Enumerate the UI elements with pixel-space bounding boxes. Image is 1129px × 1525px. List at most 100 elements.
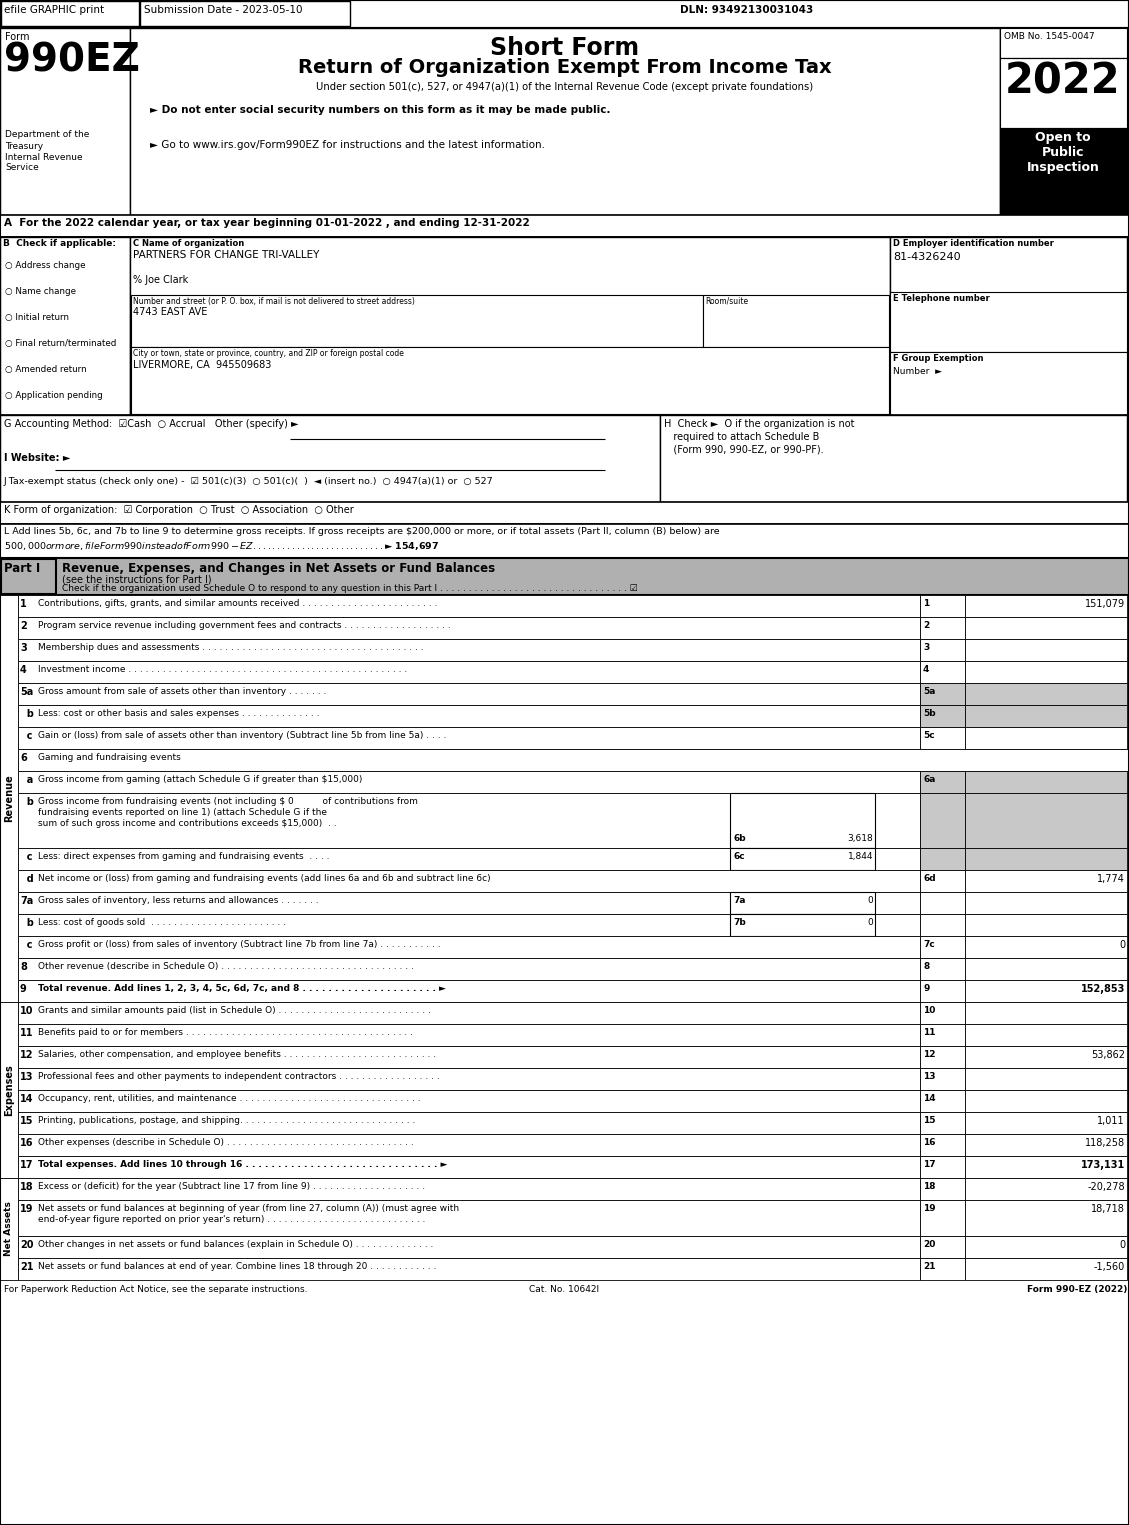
Text: 20: 20 [20,1240,34,1250]
Bar [965,892,1127,913]
Text: Net assets or fund balances at end of year. Combine lines 18 through 20 . . . . : Net assets or fund balances at end of ye… [38,1263,437,1270]
Bar [920,1023,965,1046]
Text: 2022: 2022 [1005,59,1121,102]
Text: 17: 17 [924,1161,936,1170]
Bar [0,525,1129,558]
Text: 6: 6 [20,753,27,762]
Bar [18,660,920,683]
Bar [18,683,920,705]
Text: ○ Initial return: ○ Initial return [5,313,69,322]
Bar [920,981,965,1002]
Text: ○ Address change: ○ Address change [5,261,86,270]
Text: 1,774: 1,774 [1097,874,1124,884]
Text: G Accounting Method:  ☑Cash  ○ Accrual   Other (specify) ►: G Accounting Method: ☑Cash ○ Accrual Oth… [5,419,298,429]
Text: 13: 13 [924,1072,936,1081]
Text: ► Go to www.irs.gov/Form990EZ for instructions and the latest information.: ► Go to www.irs.gov/Form990EZ for instru… [150,140,545,149]
Text: 16: 16 [924,1138,936,1147]
Bar [965,1002,1127,1023]
Bar [920,1258,965,1279]
Bar [920,727,965,749]
Bar [920,892,965,913]
Bar [965,1235,1127,1258]
Text: 3,618: 3,618 [847,834,873,843]
Bar [18,913,920,936]
Bar [730,913,875,936]
Text: 5c: 5c [924,730,935,740]
Bar [18,848,920,869]
Bar [920,793,965,848]
Text: 3: 3 [924,644,929,653]
Text: 21: 21 [924,1263,936,1270]
Text: Department of the: Department of the [5,130,89,139]
Bar [0,558,1129,595]
Text: Gain or (loss) from sale of assets other than inventory (Subtract line 5b from l: Gain or (loss) from sale of assets other… [38,730,446,740]
Text: Net Assets: Net Assets [5,1202,14,1257]
Text: 10: 10 [20,1006,34,1016]
Text: Gross income from fundraising events (not including $ 0          of contribution: Gross income from fundraising events (no… [38,798,418,807]
Bar [920,1112,965,1135]
Text: required to attach Schedule B: required to attach Schedule B [664,432,820,442]
Text: ► Do not enter social security numbers on this form as it may be made public.: ► Do not enter social security numbers o… [150,105,611,114]
Bar [130,27,1000,215]
Bar [965,660,1127,683]
Bar [140,2,350,26]
Text: 11: 11 [924,1028,936,1037]
Text: Under section 501(c), 527, or 4947(a)(1) of the Internal Revenue Code (except pr: Under section 501(c), 527, or 4947(a)(1)… [316,82,814,91]
Text: 53,862: 53,862 [1091,1051,1124,1060]
Text: 2: 2 [20,621,27,631]
Text: 0: 0 [867,897,873,904]
Text: 4: 4 [20,665,27,676]
Text: Submission Date - 2023-05-10: Submission Date - 2023-05-10 [145,5,303,15]
Text: 0: 0 [1119,1240,1124,1250]
Text: 10: 10 [924,1006,935,1016]
Bar [920,958,965,981]
Bar [0,236,130,415]
Text: 15: 15 [924,1116,936,1125]
Text: Salaries, other compensation, and employee benefits . . . . . . . . . . . . . . : Salaries, other compensation, and employ… [38,1051,436,1058]
Text: 19: 19 [20,1205,34,1214]
Text: Internal Revenue: Internal Revenue [5,152,82,162]
Text: Gross sales of inventory, less returns and allowances . . . . . . .: Gross sales of inventory, less returns a… [38,897,318,904]
Bar [965,727,1127,749]
Bar [965,618,1127,639]
Bar [920,848,965,869]
Bar [965,683,1127,705]
Text: 21: 21 [20,1263,34,1272]
Text: 8: 8 [20,962,27,971]
Text: 12: 12 [20,1051,34,1060]
Bar [18,892,920,913]
Bar [0,415,660,502]
Text: 3: 3 [20,644,27,653]
Text: C Name of organization: C Name of organization [133,239,244,249]
Bar [1000,27,1127,215]
Bar [965,1200,1127,1235]
Bar [920,595,965,618]
Text: 7b: 7b [733,918,746,927]
Bar [18,1002,920,1023]
Text: Other revenue (describe in Schedule O) . . . . . . . . . . . . . . . . . . . . .: Other revenue (describe in Schedule O) .… [38,962,414,971]
Text: 5a: 5a [20,686,33,697]
Text: 152,853: 152,853 [1080,984,1124,994]
Text: 1,011: 1,011 [1097,1116,1124,1125]
Bar [0,215,1129,236]
Text: Room/suite: Room/suite [704,297,749,307]
Text: Number  ►: Number ► [893,368,942,377]
Bar [890,291,1127,352]
Text: Open to
Public
Inspection: Open to Public Inspection [1026,131,1100,174]
Bar [18,936,920,958]
Text: K Form of organization:  ☑ Corporation  ○ Trust  ○ Association  ○ Other: K Form of organization: ☑ Corporation ○ … [5,505,353,515]
Text: 5a: 5a [924,686,935,695]
Text: Total revenue. Add lines 1, 2, 3, 4, 5c, 6d, 7c, and 8 . . . . . . . . . . . . .: Total revenue. Add lines 1, 2, 3, 4, 5c,… [38,984,446,993]
Bar [965,1068,1127,1090]
Text: 9: 9 [20,984,27,994]
Text: 81-4326240: 81-4326240 [893,252,961,262]
Text: 6b: 6b [733,834,745,843]
Text: $500,000 or more, file Form 990 instead of Form 990-EZ . . . . . . . . . . . . .: $500,000 or more, file Form 990 instead … [5,540,439,552]
Text: Benefits paid to or for members . . . . . . . . . . . . . . . . . . . . . . . . : Benefits paid to or for members . . . . … [38,1028,413,1037]
Bar [18,1023,920,1046]
Text: c: c [20,730,33,741]
Text: Professional fees and other payments to independent contractors . . . . . . . . : Professional fees and other payments to … [38,1072,440,1081]
Text: Less: direct expenses from gaming and fundraising events  . . . .: Less: direct expenses from gaming and fu… [38,852,330,862]
Bar [965,958,1127,981]
Text: 5b: 5b [924,709,936,718]
